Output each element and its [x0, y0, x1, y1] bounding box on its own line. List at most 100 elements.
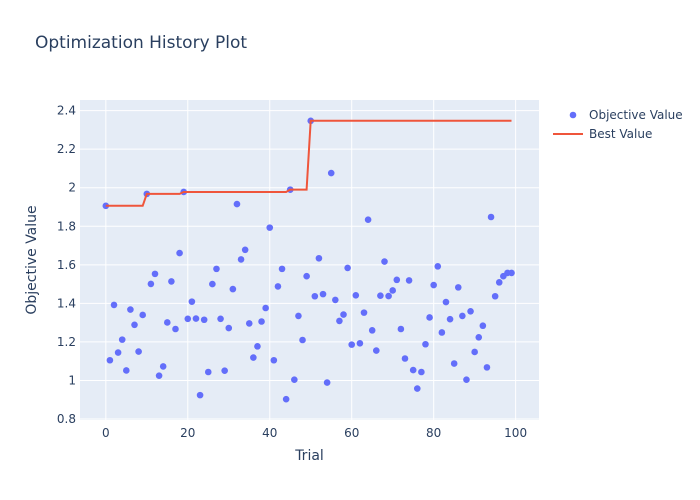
- data-point[interactable]: [422, 340, 429, 348]
- data-point[interactable]: [278, 265, 286, 273]
- data-point[interactable]: [299, 336, 306, 344]
- data-point[interactable]: [385, 292, 392, 300]
- data-point[interactable]: [364, 216, 372, 224]
- data-point[interactable]: [352, 291, 360, 299]
- data-point[interactable]: [381, 258, 388, 265]
- data-point[interactable]: [213, 265, 220, 273]
- data-point[interactable]: [446, 315, 454, 323]
- data-point[interactable]: [454, 284, 462, 291]
- data-point[interactable]: [327, 169, 335, 177]
- data-point[interactable]: [368, 327, 376, 334]
- data-point[interactable]: [209, 280, 216, 288]
- data-point[interactable]: [114, 349, 122, 356]
- data-point[interactable]: [139, 311, 147, 319]
- data-point[interactable]: [360, 309, 368, 316]
- data-point[interactable]: [192, 315, 200, 322]
- data-point[interactable]: [487, 213, 495, 221]
- data-point[interactable]: [221, 367, 228, 374]
- data-point[interactable]: [397, 325, 405, 333]
- data-point[interactable]: [258, 318, 265, 325]
- data-point[interactable]: [389, 287, 396, 294]
- data-point[interactable]: [176, 249, 183, 257]
- data-point[interactable]: [373, 347, 380, 354]
- data-point[interactable]: [200, 316, 208, 324]
- data-point[interactable]: [163, 319, 171, 326]
- data-point[interactable]: [340, 311, 347, 318]
- data-point[interactable]: [237, 256, 245, 263]
- data-point[interactable]: [266, 224, 274, 231]
- data-point[interactable]: [430, 281, 437, 289]
- data-point[interactable]: [123, 367, 130, 374]
- data-point[interactable]: [196, 391, 204, 399]
- data-point[interactable]: [508, 269, 515, 277]
- data-point[interactable]: [217, 315, 224, 323]
- data-point[interactable]: [159, 363, 167, 370]
- data-point[interactable]: [319, 290, 327, 298]
- data-point[interactable]: [270, 356, 278, 364]
- data-point[interactable]: [229, 285, 237, 293]
- legend-label: Best Value: [589, 127, 652, 141]
- data-point[interactable]: [204, 368, 212, 376]
- data-point[interactable]: [147, 280, 155, 288]
- legend-label: Objective Value: [589, 108, 683, 122]
- data-point[interactable]: [188, 298, 196, 305]
- data-point[interactable]: [377, 292, 384, 299]
- data-point[interactable]: [463, 376, 470, 384]
- data-point[interactable]: [172, 325, 179, 333]
- data-point[interactable]: [438, 329, 446, 336]
- data-point[interactable]: [475, 334, 483, 341]
- data-point[interactable]: [110, 301, 118, 309]
- legend-item[interactable]: Best Value: [553, 127, 652, 141]
- data-point[interactable]: [245, 320, 253, 327]
- legend-item[interactable]: Objective Value: [569, 108, 683, 122]
- data-point[interactable]: [135, 348, 142, 355]
- data-point[interactable]: [434, 263, 442, 270]
- data-point[interactable]: [356, 339, 364, 347]
- data-point[interactable]: [250, 354, 257, 361]
- data-point[interactable]: [168, 278, 175, 285]
- data-point[interactable]: [295, 312, 302, 320]
- series-layer: [102, 117, 515, 403]
- data-point[interactable]: [336, 317, 343, 325]
- x-tick-label: 100: [504, 426, 527, 440]
- data-point[interactable]: [483, 364, 491, 371]
- data-point[interactable]: [471, 348, 478, 356]
- data-point[interactable]: [274, 283, 282, 290]
- data-point[interactable]: [127, 306, 134, 313]
- data-point[interactable]: [311, 292, 319, 300]
- data-point[interactable]: [254, 343, 261, 350]
- data-point[interactable]: [241, 246, 249, 254]
- data-point[interactable]: [418, 368, 425, 376]
- data-point[interactable]: [291, 376, 298, 384]
- data-point[interactable]: [442, 298, 450, 306]
- data-point[interactable]: [131, 321, 138, 329]
- data-point[interactable]: [479, 322, 487, 330]
- data-point[interactable]: [315, 254, 323, 262]
- x-axis-ticks: 0 20 40 60 80 100: [102, 426, 527, 440]
- data-point[interactable]: [262, 304, 269, 312]
- data-point[interactable]: [344, 264, 351, 272]
- data-point[interactable]: [323, 379, 331, 386]
- data-point[interactable]: [118, 336, 126, 343]
- data-point[interactable]: [332, 296, 339, 304]
- data-point[interactable]: [491, 292, 499, 300]
- data-point[interactable]: [184, 315, 192, 323]
- data-point[interactable]: [495, 279, 503, 286]
- data-point[interactable]: [450, 360, 458, 367]
- data-point[interactable]: [233, 200, 241, 208]
- data-point[interactable]: [151, 270, 159, 278]
- data-point[interactable]: [303, 272, 310, 280]
- data-point[interactable]: [225, 324, 233, 332]
- data-point[interactable]: [348, 341, 356, 348]
- data-point[interactable]: [426, 314, 433, 321]
- data-point[interactable]: [405, 277, 413, 284]
- data-point[interactable]: [467, 307, 474, 315]
- data-point[interactable]: [409, 366, 417, 374]
- data-point[interactable]: [401, 355, 409, 362]
- data-point[interactable]: [459, 312, 466, 320]
- data-point[interactable]: [282, 395, 290, 403]
- data-point[interactable]: [413, 385, 421, 392]
- data-point[interactable]: [393, 276, 401, 284]
- data-point[interactable]: [106, 356, 114, 364]
- data-point[interactable]: [155, 372, 163, 379]
